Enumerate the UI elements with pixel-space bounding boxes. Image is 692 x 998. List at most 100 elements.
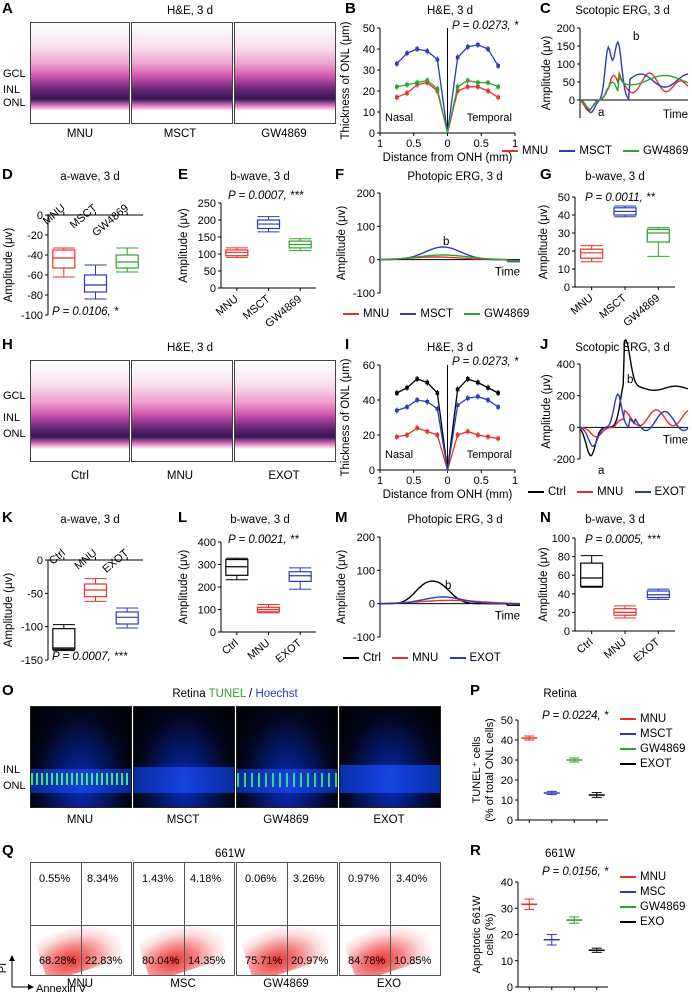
legend-r-msc-label: MSC [640,886,666,898]
data-point [415,80,419,85]
y-tick-label: 80 [558,552,570,564]
y-tick-label: 0 [369,465,375,477]
erg-chart-c: 0 50 100 150 200 a b Time Amplitude (μv) [541,23,689,121]
y-tick-label: 400 [557,359,575,371]
data-point [465,85,470,89]
y-tick-label: 30 [558,228,570,240]
panel-r-title: 661W [544,848,576,860]
y-tick-label: 0 [210,283,216,295]
panel-letter-n: N [540,509,551,526]
box-body [115,611,139,625]
panel-letter-r: R [470,842,481,859]
panel-letter-e: E [178,166,189,183]
data-point [405,385,409,390]
y-axis-label: Amplitude (μv) [538,547,550,622]
y-tick-label: 20 [558,607,570,619]
data-point [486,385,490,390]
tunel-image-2 [133,706,235,808]
data-point [425,399,430,404]
panel-n-title: b-wave, 3 d [585,514,645,526]
tunel-image-4 [339,706,441,808]
a-wave-label: a [598,107,605,119]
data-point [476,80,480,85]
data-point [465,396,470,401]
y-axis-label-line1: Apoptotic 661W [471,895,483,973]
panel-h-title: H&E, 3 d [166,342,214,354]
facs-gate-v-4 [390,863,391,975]
panel-d-stat: P = 0.0106, * [52,306,119,318]
data-point [395,95,399,100]
data-point [395,61,399,66]
facs-gate-v-3 [287,863,288,975]
group-caption-q-4: EXO [376,978,402,990]
y-axis-label: Amplitude (μv) [3,573,15,648]
data-point [425,429,430,434]
panel-o-title-tunel: TUNEL [208,688,246,700]
panel-letter-l: L [178,509,188,526]
panel-p-stat: P = 0.0224, * [542,710,609,722]
time-label: Time [663,434,688,446]
y-tick-label: 0 [369,128,375,140]
y-tick-label: 20 [501,775,513,787]
y-tick-label: 0 [37,555,43,567]
series-line [396,395,499,471]
panel-letter-g: G [540,166,552,183]
facs-3-q1: 0.06% [245,873,277,885]
legend-exot-swatch [634,490,651,493]
panel-m-title: Photopic ERG, 3 d [407,514,503,526]
legend-m-exot-label: EXOT [469,652,501,664]
b-wave-label: b [443,236,449,248]
x-tick-label: MNU [214,293,241,318]
facs-2-q4: 14.35% [188,955,226,967]
legend-row-2: MNU MSCT GW4869 [335,308,529,320]
group-caption-q-3: GW4869 [263,978,309,990]
y-tick-label: 200 [357,532,375,544]
y-axis-label: Amplitude (μv) [541,36,553,111]
x-tick-label: MNU [569,292,596,317]
legend-p-msct-swatch [620,732,636,735]
time-label: Time [495,267,520,279]
erg-trace [579,392,689,447]
legend-f-mnu-label: MNU [363,308,390,320]
legend-r-exo-label: EXO [640,916,665,928]
y-tick-label: 300 [198,560,216,572]
y-tick-label: 100 [198,249,216,261]
data-point [425,49,430,53]
box-chart-l: 0 100 200 300 400 Ctrl MNU EXOT Amplitude (μv) [178,537,316,666]
legend-f-mnu-swatch [343,312,359,315]
tunel-image-1 [30,706,132,808]
legend-r-mnu-swatch [620,875,636,878]
data-point [455,85,460,89]
legend-r-mnu-label: MNU [640,871,667,883]
x-tick-label: 0.5 [406,138,421,150]
data-point [476,380,480,385]
y-tick-label: 30 [363,65,375,77]
y-tick-label: 0 [569,95,575,107]
group-caption-o-3: GW4869 [263,814,309,826]
erg-trace [579,40,689,114]
data-point [425,380,430,385]
facs-4-q4: 10.85% [394,955,432,967]
y-tick-label: 30 [501,755,513,767]
panel-letter-b: B [345,0,356,17]
y-tick-label: 40 [558,589,570,601]
group-caption-o-1: MNU [66,814,94,826]
data-point [486,434,490,439]
panel-a-title: H&E, 3 d [166,5,214,17]
y-tick-label: 60 [363,360,375,372]
legend-p-mnu-swatch [620,717,636,720]
group-caption-h-1: Ctrl [71,470,89,482]
facs-4-q3: 84.78% [348,955,386,967]
legend-f-msct-swatch [400,312,417,315]
panel-j-title: Scotopic ERG, 3 d [575,342,670,354]
facs-1-q4: 22.83% [85,955,123,967]
y-tick-label: 150 [198,232,216,244]
box-body [83,274,108,293]
y-tick-label: -200 [553,454,575,466]
legend-p-gw4869-label: GW4869 [640,743,686,755]
panel-letter-i: I [345,336,350,353]
data-point [435,391,440,395]
y-tick-label: 100 [357,565,375,577]
